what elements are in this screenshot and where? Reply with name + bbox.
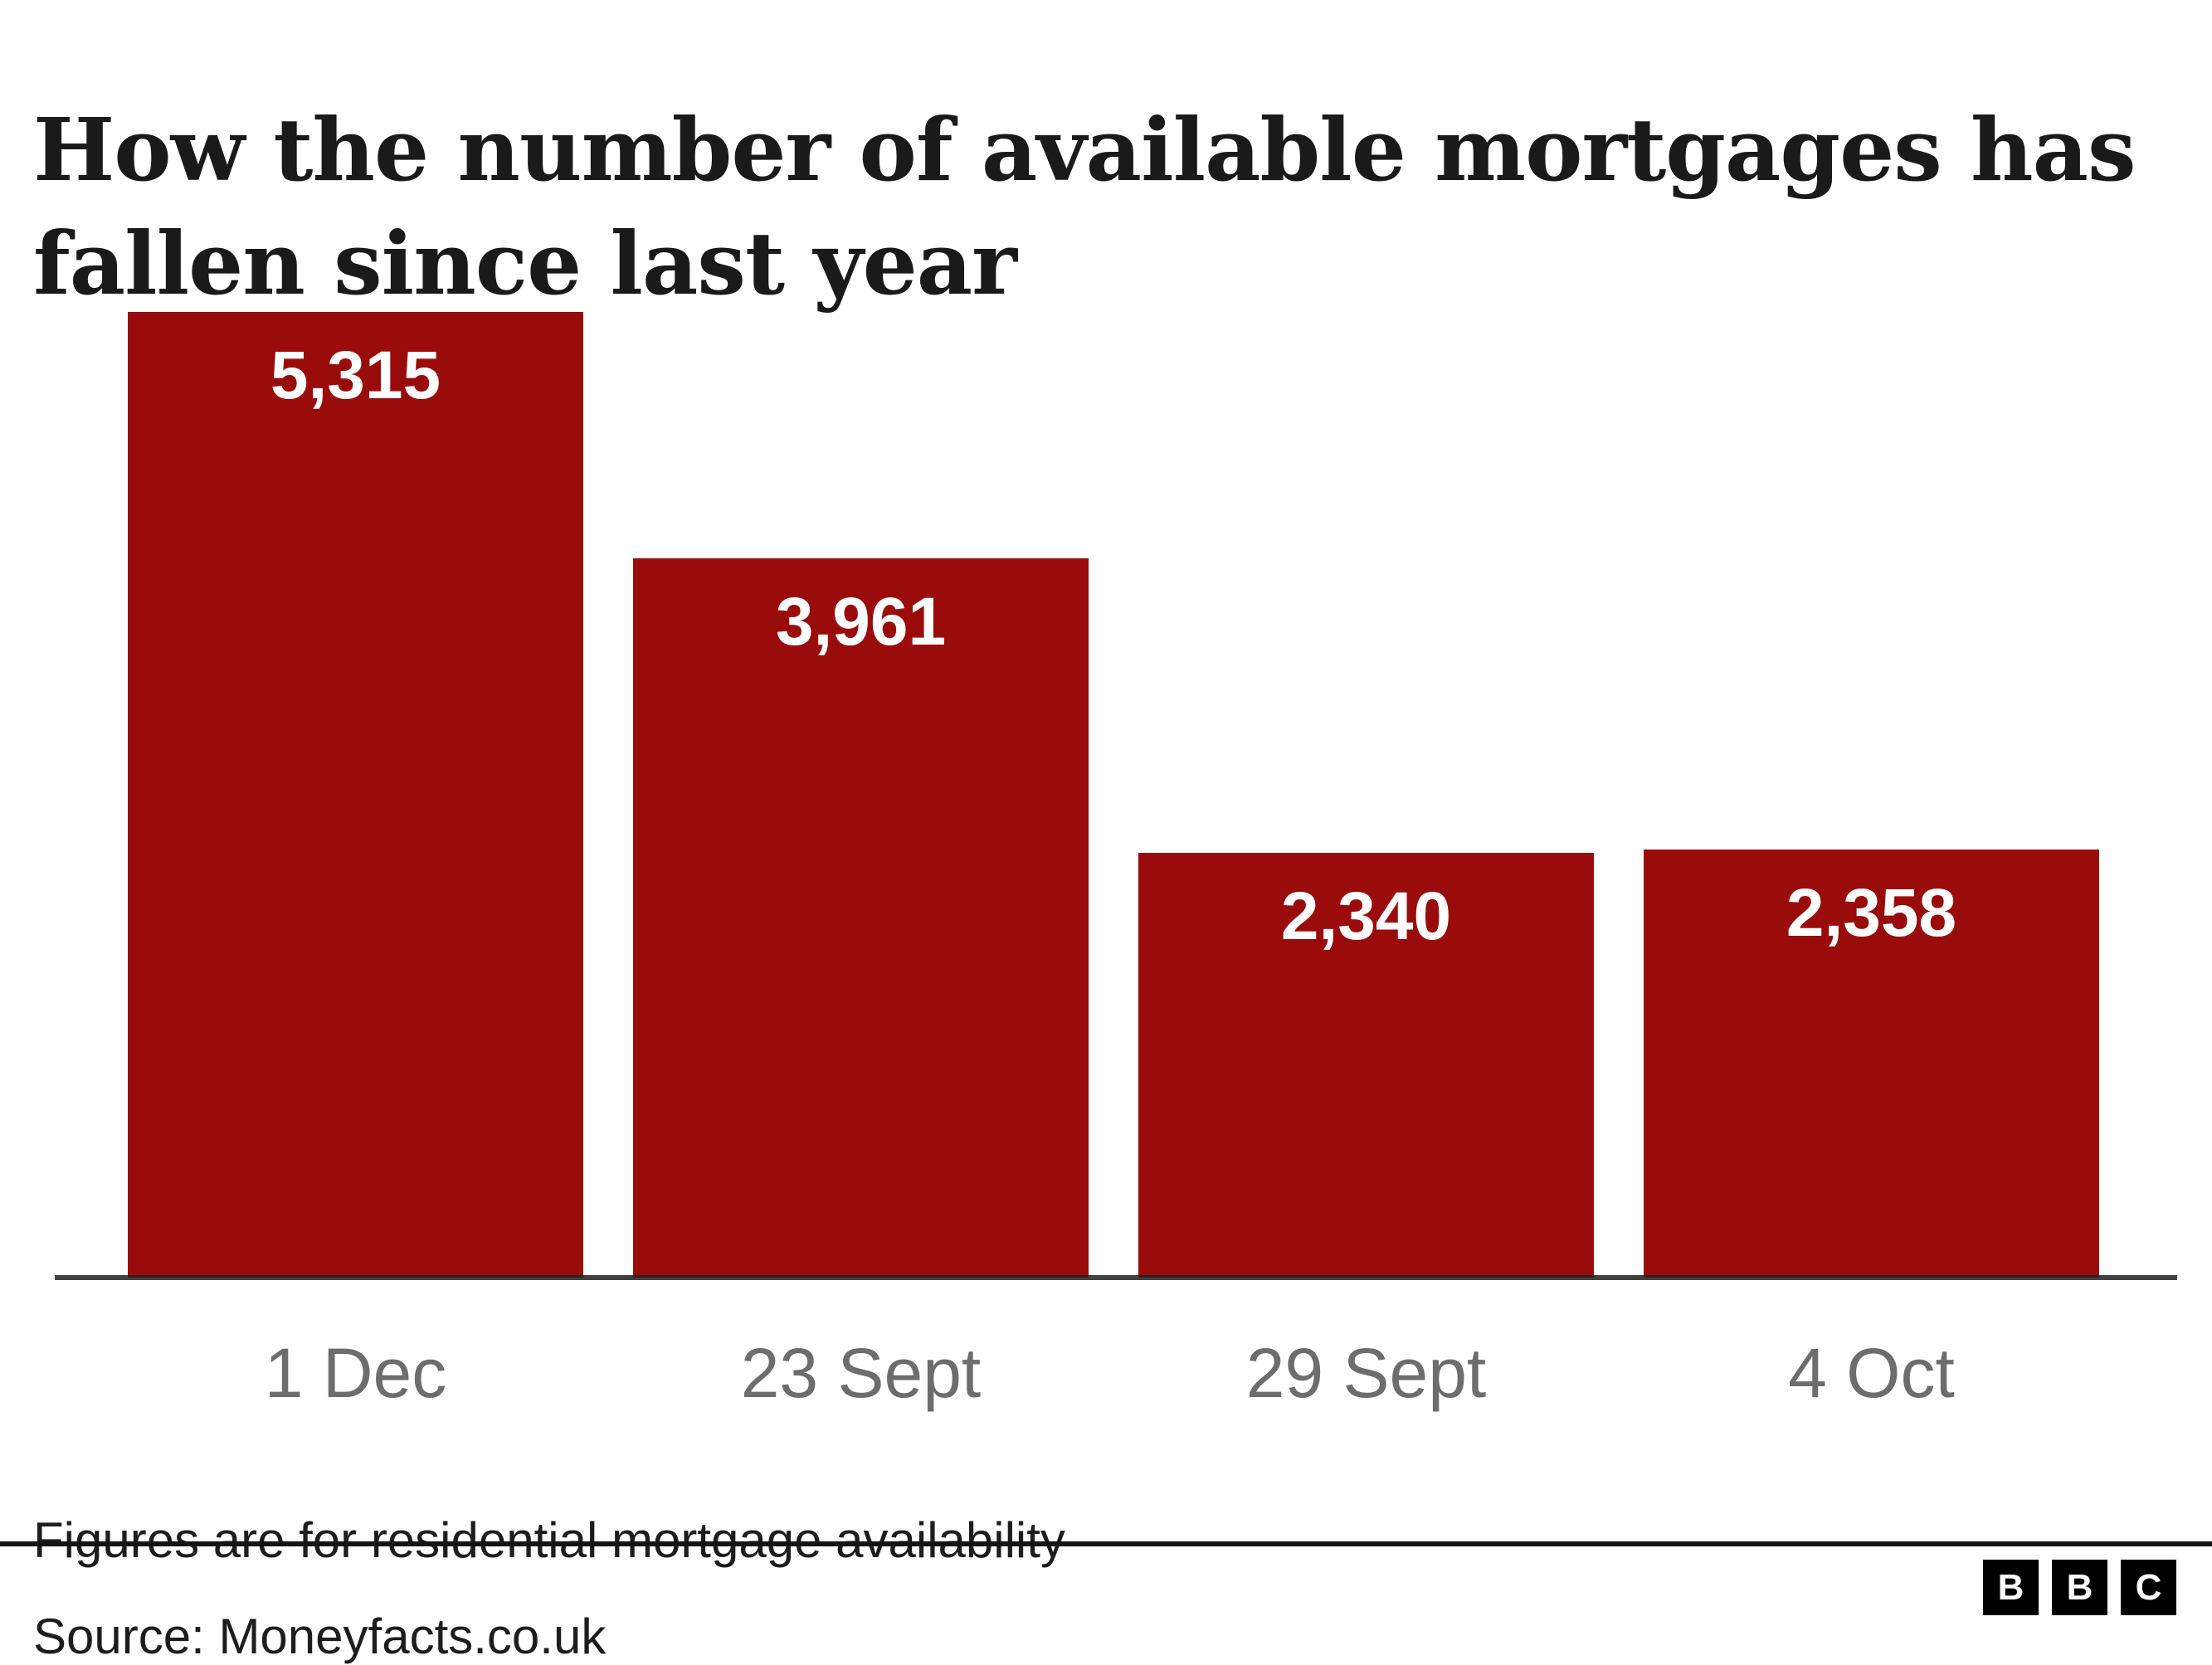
bar-value-label: 2,340 — [1280, 879, 1452, 954]
bar-4-oct: 2,358 — [1644, 850, 2099, 1278]
bbc-logo: B B C — [1983, 1560, 2177, 1615]
bbc-logo-square: C — [2121, 1560, 2176, 1615]
bar-value-label: 5,315 — [270, 338, 441, 413]
x-axis-label: 4 Oct — [1788, 1334, 1955, 1412]
bbc-logo-square: B — [2052, 1560, 2107, 1615]
x-axis-line — [55, 1275, 2177, 1280]
bbc-logo-square: B — [1983, 1560, 2039, 1615]
bar-23-sept: 3,961 — [633, 558, 1089, 1278]
source-label: Source: Moneyfacts.co.uk — [33, 1609, 607, 1664]
x-axis-label: 29 Sept — [1245, 1334, 1487, 1412]
bar-1-dec: 5,315 — [128, 312, 583, 1278]
plot-area: 5,315 1 Dec 3,961 23 Sept 2,340 29 Sept 2,358 4… — [128, 312, 2099, 1412]
footnote: Figures are for residential mortgage ava… — [33, 1512, 1065, 1568]
x-axis-label: 1 Dec — [264, 1334, 447, 1412]
bar-value-label: 2,358 — [1786, 875, 1957, 951]
divider-line — [0, 1541, 2212, 1546]
chart-panel: How the number of available mortgages ha… — [0, 93, 2212, 1664]
title-line-1: How the number of available mortgages ha… — [33, 98, 2136, 201]
bar-value-label: 3,961 — [775, 584, 947, 660]
x-axis-label: 23 Sept — [740, 1334, 982, 1412]
page-title: How the number of available mortgages ha… — [33, 93, 2179, 320]
title-line-2: fallen since last year — [33, 212, 1017, 314]
bar-29-sept: 2,340 — [1138, 853, 1594, 1278]
